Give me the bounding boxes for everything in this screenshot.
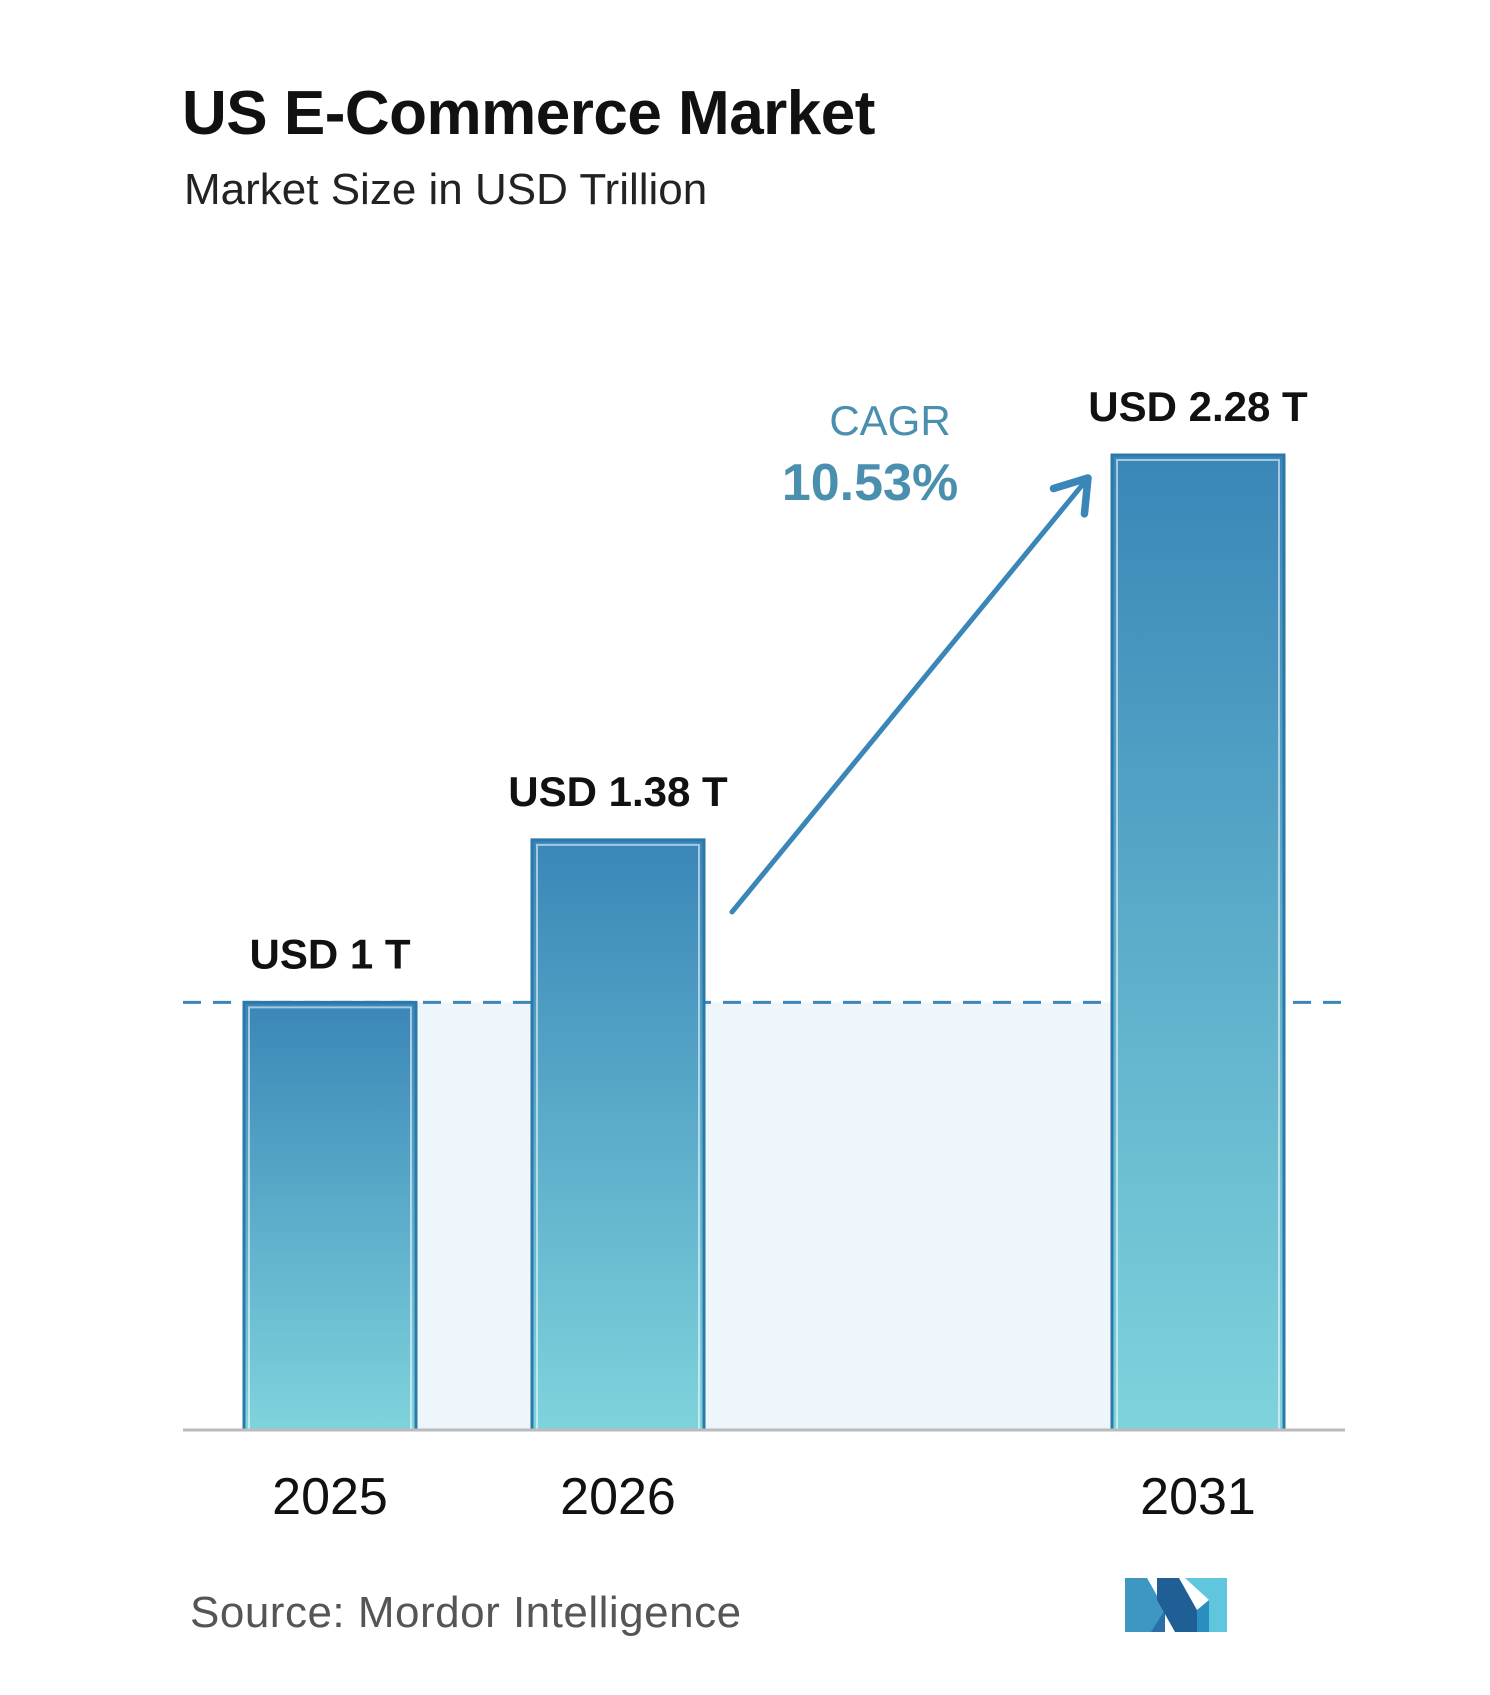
bar-2031 [1110, 453, 1286, 1432]
data-label: USD 1 T [249, 930, 410, 977]
chart-subtitle: Market Size in USD Trillion [184, 165, 708, 214]
bar-2025 [242, 1000, 418, 1432]
bar-2026 [530, 838, 706, 1432]
chart-title: US E-Commerce Market [182, 79, 875, 148]
cagr-label: CAGR [829, 397, 950, 444]
x-tick-label: 2031 [1140, 1468, 1256, 1526]
data-label: USD 2.28 T [1088, 383, 1308, 430]
x-tick-label: 2025 [272, 1468, 388, 1526]
cagr-arrow [729, 474, 1092, 915]
source-text: Source: Mordor Intelligence [190, 1588, 742, 1637]
data-label: USD 1.38 T [508, 768, 728, 815]
x-tick-label: 2026 [560, 1468, 676, 1526]
cagr-value: 10.53% [782, 454, 958, 512]
mordor-intelligence-logo [1125, 1578, 1227, 1632]
reference-shade [416, 1002, 1112, 1430]
